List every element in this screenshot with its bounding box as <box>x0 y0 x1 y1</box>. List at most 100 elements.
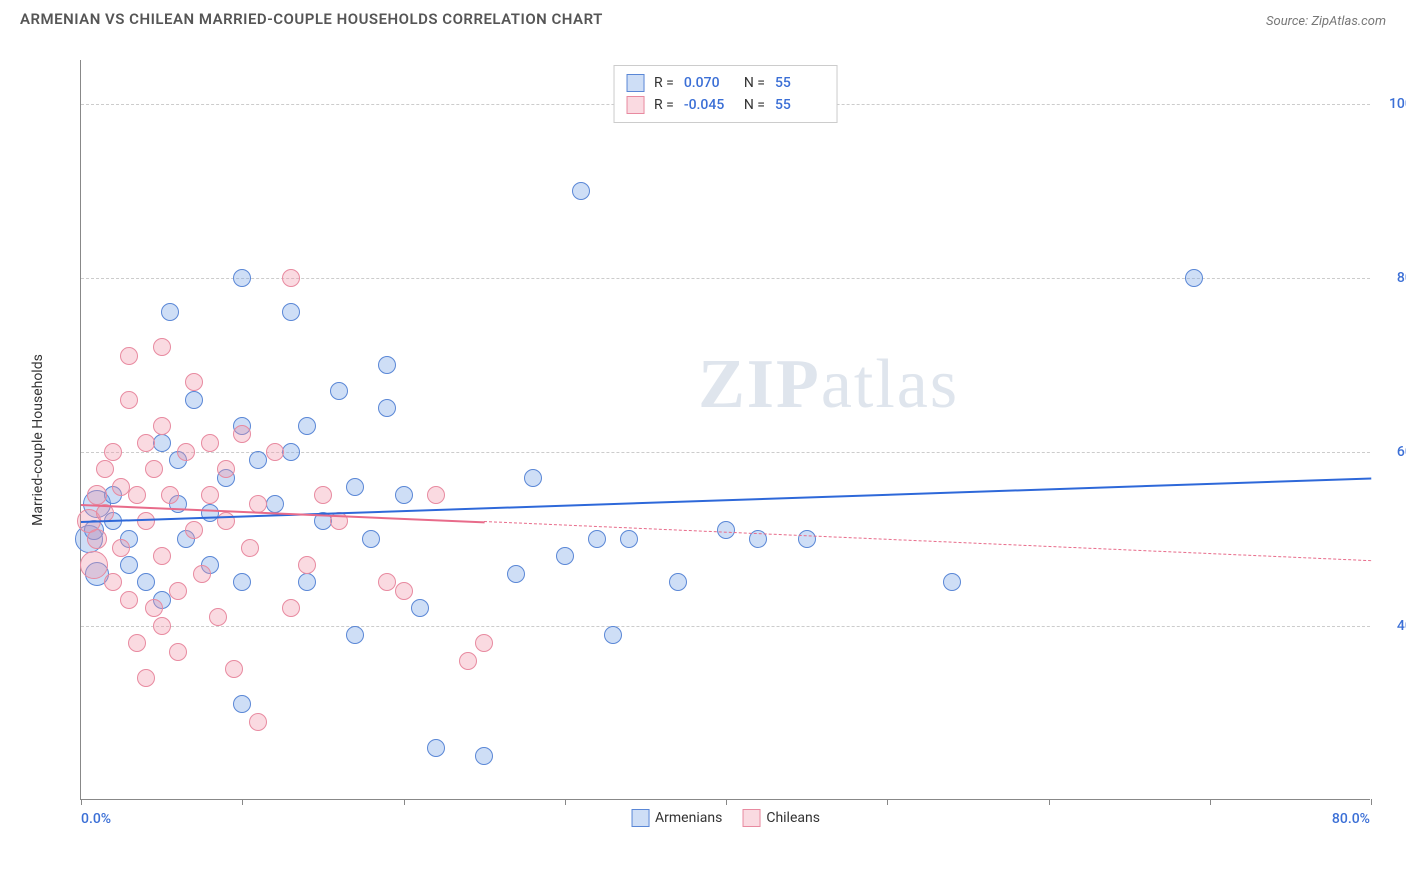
y-tick-label: 60.0% <box>1397 444 1406 460</box>
source-prefix: Source: <box>1266 14 1311 29</box>
x-tick <box>81 799 82 805</box>
source-attribution: Source: ZipAtlas.com <box>1266 10 1386 29</box>
data-point <box>378 399 396 417</box>
data-point <box>233 269 251 287</box>
legend-item-armenians: Armenians <box>631 809 722 827</box>
data-point <box>177 443 195 461</box>
legend-r-label: R = <box>654 75 674 91</box>
data-point <box>185 391 203 409</box>
data-point <box>298 417 316 435</box>
data-point <box>378 356 396 374</box>
source-name: ZipAtlas.com <box>1311 14 1386 29</box>
data-point <box>314 486 332 504</box>
correlation-legend-row: R =-0.045N =55 <box>626 94 825 116</box>
data-point <box>87 529 107 549</box>
trend-line <box>484 521 1371 561</box>
x-tick <box>404 799 405 805</box>
data-point <box>112 539 130 557</box>
data-point <box>298 573 316 591</box>
data-point <box>282 599 300 617</box>
data-point <box>137 512 155 530</box>
data-point <box>507 565 525 583</box>
data-point <box>225 660 243 678</box>
data-point <box>185 373 203 391</box>
chart-container: Married-couple Households ZIPatlas R =0.… <box>50 50 1380 830</box>
data-point <box>588 530 606 548</box>
data-point <box>604 626 622 644</box>
data-point <box>249 451 267 469</box>
y-tick-label: 40.0% <box>1397 618 1406 634</box>
data-point <box>298 556 316 574</box>
data-point <box>153 338 171 356</box>
data-point <box>161 486 179 504</box>
data-point <box>249 495 267 513</box>
data-point <box>475 747 493 765</box>
x-axis-max-label: 80.0% <box>1332 811 1370 827</box>
data-point <box>427 486 445 504</box>
data-point <box>669 573 687 591</box>
legend-label-armenians: Armenians <box>655 810 722 826</box>
data-point <box>169 582 187 600</box>
data-point <box>241 539 259 557</box>
chart-title: ARMENIAN VS CHILEAN MARRIED-COUPLE HOUSE… <box>20 10 603 28</box>
legend-n-value: 55 <box>775 75 825 91</box>
y-tick-label: 100.0% <box>1389 96 1406 112</box>
data-point <box>153 547 171 565</box>
legend-r-value: 0.070 <box>684 75 734 91</box>
data-point <box>233 425 251 443</box>
data-point <box>233 573 251 591</box>
data-point <box>120 347 138 365</box>
data-point <box>266 443 284 461</box>
data-point <box>1185 269 1203 287</box>
data-point <box>193 565 211 583</box>
data-point <box>249 713 267 731</box>
data-point <box>169 643 187 661</box>
data-point <box>395 486 413 504</box>
correlation-legend: R = 0.070 N = 55 R =-0.045N =55 <box>613 65 838 123</box>
data-point <box>185 521 203 539</box>
data-point <box>201 434 219 452</box>
watermark: ZIPatlas <box>698 345 959 425</box>
data-point <box>282 303 300 321</box>
data-point <box>87 485 107 505</box>
data-point <box>145 460 163 478</box>
data-point <box>137 434 155 452</box>
legend-n-label: N = <box>744 75 765 91</box>
data-point <box>346 626 364 644</box>
data-point <box>620 530 638 548</box>
data-point <box>153 434 171 452</box>
data-point <box>128 634 146 652</box>
y-axis-title: Married-couple Households <box>30 354 46 526</box>
watermark-zip: ZIP <box>698 346 821 423</box>
data-point <box>524 469 542 487</box>
x-tick <box>887 799 888 805</box>
data-point <box>137 669 155 687</box>
legend-swatch <box>626 74 644 92</box>
data-point <box>556 547 574 565</box>
data-point <box>120 391 138 409</box>
data-point <box>395 582 413 600</box>
x-tick <box>242 799 243 805</box>
data-point <box>572 182 590 200</box>
data-point <box>282 269 300 287</box>
data-point <box>96 460 114 478</box>
data-point <box>104 443 122 461</box>
data-point <box>459 652 477 670</box>
data-point <box>266 495 284 513</box>
data-point <box>128 486 146 504</box>
data-point <box>104 573 122 591</box>
data-point <box>145 599 163 617</box>
data-point <box>120 556 138 574</box>
data-point <box>330 382 348 400</box>
data-point <box>137 573 155 591</box>
data-point <box>943 573 961 591</box>
data-point <box>153 417 171 435</box>
legend-item-chileans: Chileans <box>742 809 820 827</box>
legend-label-chileans: Chileans <box>766 810 820 826</box>
legend-r-value: -0.045 <box>684 97 734 113</box>
x-tick <box>726 799 727 805</box>
plot-area: ZIPatlas R = 0.070 N = 55 R =-0.045N =55 0.0… <box>80 60 1370 800</box>
watermark-atlas: atlas <box>821 346 959 423</box>
x-tick <box>565 799 566 805</box>
correlation-legend-row: R = 0.070 N = 55 <box>626 72 825 94</box>
